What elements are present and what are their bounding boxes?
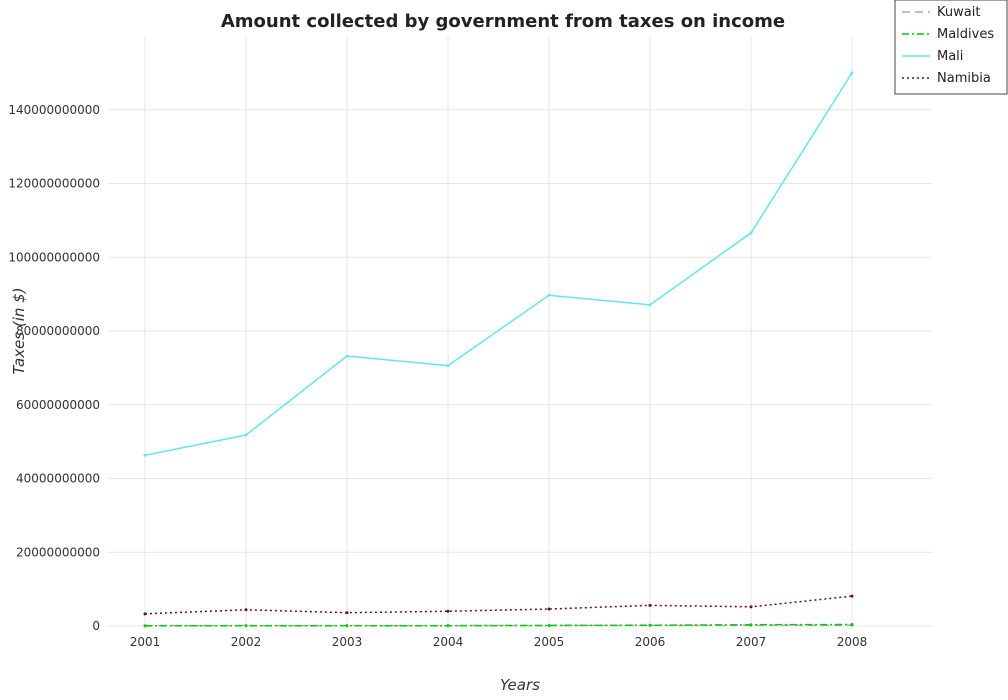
series-layer xyxy=(143,71,854,628)
data-point-maldives xyxy=(345,624,349,628)
data-point-mali xyxy=(648,303,652,307)
data-point-mali xyxy=(446,364,450,368)
x-tick-label: 2004 xyxy=(433,635,464,649)
data-point-maldives xyxy=(850,623,854,627)
x-tick-label: 2005 xyxy=(534,635,565,649)
data-point-namibia xyxy=(143,612,147,616)
y-tick-label: 40000000000 xyxy=(16,472,100,486)
data-point-mali xyxy=(749,231,753,235)
tick-labels: 0 20000000000 40000000000 60000000000 800000… xyxy=(8,103,867,649)
data-point-namibia xyxy=(244,608,248,612)
legend-label-maldives: Maldives xyxy=(937,27,994,42)
legend: Kuwait Maldives Mali Namibia xyxy=(894,0,1008,95)
y-tick-label: 60000000000 xyxy=(16,398,100,412)
y-tick-label: 0 xyxy=(92,619,100,633)
data-point-mali xyxy=(143,453,147,457)
data-point-mali xyxy=(850,71,854,75)
y-tick-label: 80000000000 xyxy=(16,324,100,338)
x-tick-label: 2003 xyxy=(332,635,363,649)
data-point-maldives xyxy=(143,624,147,628)
data-point-mali xyxy=(547,293,551,297)
y-tick-label: 120000000000 xyxy=(8,177,100,191)
data-point-namibia xyxy=(446,609,450,613)
data-point-maldives xyxy=(648,623,652,627)
data-point-namibia xyxy=(648,603,652,607)
data-point-maldives xyxy=(547,623,551,627)
y-tick-label: 140000000000 xyxy=(8,103,100,117)
data-point-maldives xyxy=(749,623,753,627)
series-line-maldives xyxy=(144,623,853,627)
x-tick-label: 2008 xyxy=(837,635,868,649)
data-point-maldives xyxy=(244,624,248,628)
y-tick-label: 100000000000 xyxy=(8,250,100,264)
data-point-namibia xyxy=(345,611,349,615)
x-tick-label: 2002 xyxy=(231,635,262,649)
x-tick-label: 2007 xyxy=(736,635,767,649)
data-point-maldives xyxy=(446,624,450,628)
data-point-namibia xyxy=(850,594,854,598)
grid-lines xyxy=(108,36,932,627)
y-axis-title: Taxes (in $) xyxy=(10,287,28,374)
legend-label-namibia: Namibia xyxy=(937,71,991,86)
data-point-mali xyxy=(244,433,248,437)
x-tick-label: 2006 xyxy=(635,635,666,649)
data-point-namibia xyxy=(547,607,551,611)
data-point-namibia xyxy=(749,605,753,609)
series-line-mali xyxy=(144,72,853,457)
x-tick-label: 2001 xyxy=(130,635,161,649)
legend-label-kuwait: Kuwait xyxy=(937,5,980,20)
legend-label-mali: Mali xyxy=(937,49,963,64)
y-tick-label: 20000000000 xyxy=(16,545,100,559)
data-point-mali xyxy=(345,354,349,358)
chart-title: Amount collected by government from taxe… xyxy=(221,11,785,32)
x-axis-title: Years xyxy=(500,676,540,694)
